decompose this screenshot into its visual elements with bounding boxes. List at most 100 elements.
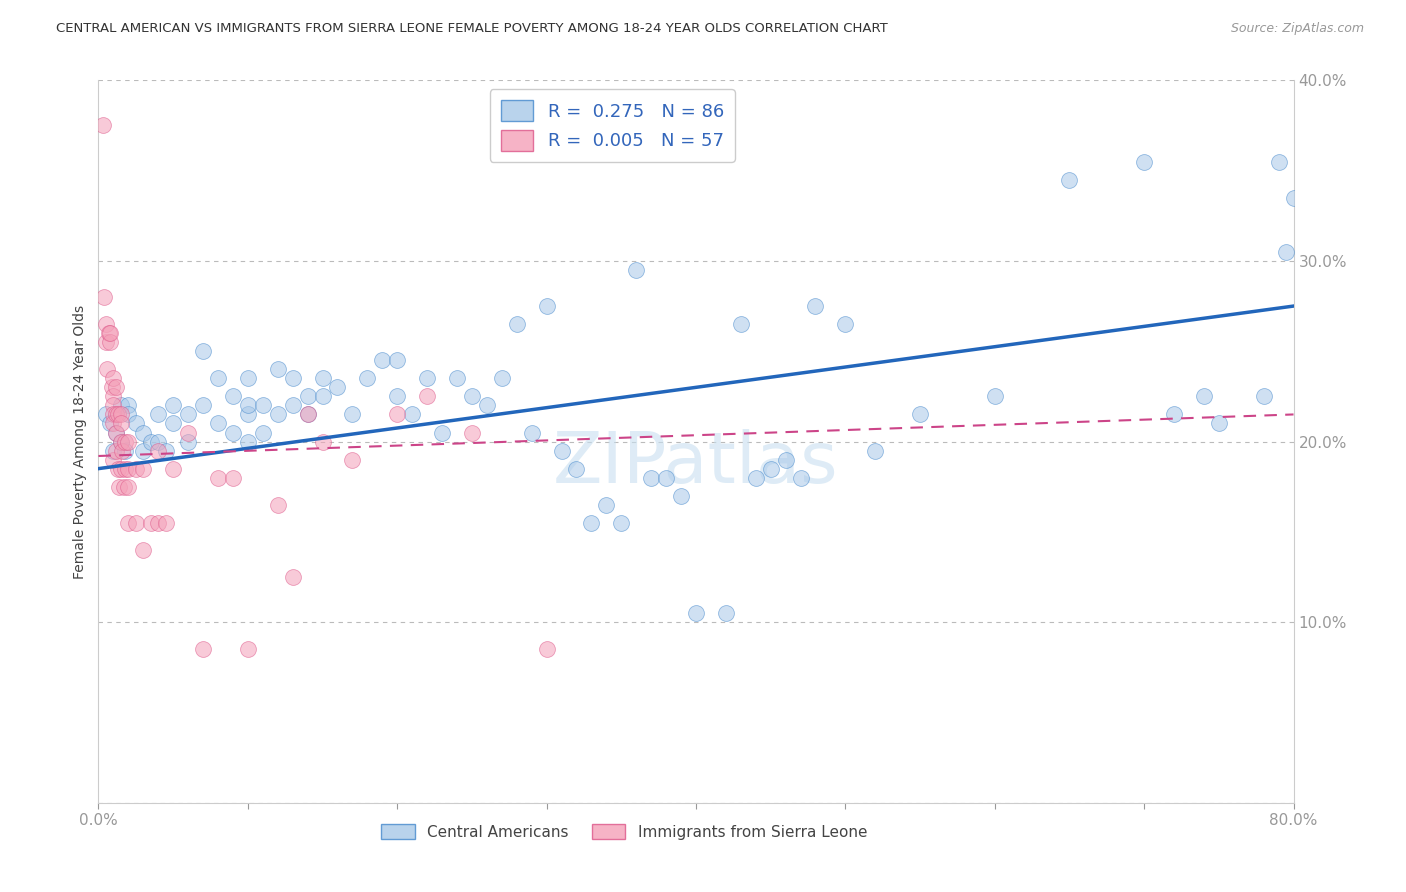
Point [536,299,558,313]
Point [401,408,423,422]
Point [125,516,148,530]
Point [148,408,170,422]
Point [125,461,148,475]
Point [297,408,319,422]
Point [581,516,603,530]
Point [267,498,290,512]
Point [132,461,155,475]
Point [222,425,245,440]
Point [1282,191,1305,205]
Point [416,389,439,403]
Point [94,317,117,331]
Point [105,425,128,440]
Point [252,398,274,412]
Point [191,398,214,412]
Point [110,417,132,431]
Point [139,516,162,530]
Point [114,461,136,475]
Point [745,471,768,485]
Point [103,398,125,412]
Point [775,452,797,467]
Point [105,408,128,422]
Point [111,443,134,458]
Point [640,471,662,485]
Point [834,317,856,331]
Point [491,371,513,385]
Point [1275,244,1298,259]
Point [311,371,333,385]
Point [281,398,304,412]
Point [281,371,304,385]
Point [155,516,177,530]
Text: Source: ZipAtlas.com: Source: ZipAtlas.com [1230,22,1364,36]
Point [759,461,782,475]
Point [1192,389,1215,403]
Point [207,417,229,431]
Point [207,471,229,485]
Point [177,434,200,449]
Point [730,317,752,331]
Point [342,452,364,467]
Point [222,471,245,485]
Point [162,398,184,412]
Point [326,380,349,394]
Point [669,489,692,503]
Point [356,371,378,385]
Point [112,480,135,494]
Point [98,417,122,431]
Point [162,461,184,475]
Point [297,389,319,403]
Point [610,516,633,530]
Point [107,461,129,475]
Point [132,542,155,557]
Point [103,408,125,422]
Point [461,425,484,440]
Point [93,290,115,304]
Point [110,434,132,449]
Point [267,362,290,376]
Point [506,317,529,331]
Point [416,371,439,385]
Point [267,408,290,422]
Point [110,461,132,475]
Point [96,362,118,376]
Point [162,417,184,431]
Point [461,389,484,403]
Point [103,417,125,431]
Point [371,353,394,368]
Point [110,434,132,449]
Point [97,326,120,340]
Point [91,119,114,133]
Point [236,642,259,657]
Point [117,480,139,494]
Point [132,425,155,440]
Point [655,471,678,485]
Point [110,408,132,422]
Point [114,434,136,449]
Point [222,389,245,403]
Point [984,389,1007,403]
Point [550,443,572,458]
Point [98,335,122,350]
Legend: Central Americans, Immigrants from Sierra Leone: Central Americans, Immigrants from Sierr… [375,818,873,846]
Point [105,425,128,440]
Point [98,326,122,340]
Point [105,380,128,394]
Point [385,389,409,403]
Point [103,371,125,385]
Point [155,443,177,458]
Point [865,443,887,458]
Point [117,408,139,422]
Point [446,371,468,385]
Point [148,443,170,458]
Point [714,606,737,620]
Point [207,371,229,385]
Point [595,498,617,512]
Y-axis label: Female Poverty Among 18-24 Year Olds: Female Poverty Among 18-24 Year Olds [73,304,87,579]
Point [430,425,453,440]
Text: ZIPatlas: ZIPatlas [553,429,839,498]
Point [311,434,333,449]
Point [94,408,117,422]
Point [148,434,170,449]
Point [236,434,259,449]
